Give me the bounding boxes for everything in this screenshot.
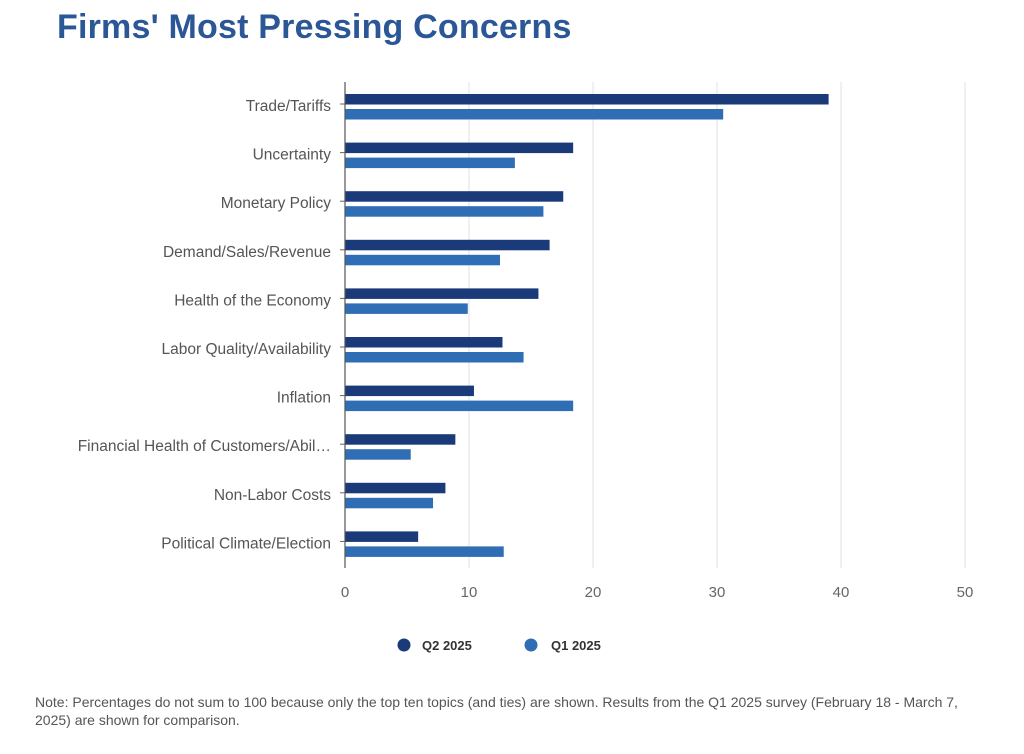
bar-q1-2025 xyxy=(345,206,544,217)
bar-q2-2025 xyxy=(345,94,829,105)
bar-q1-2025 xyxy=(345,303,468,314)
x-tick-label: 30 xyxy=(709,584,726,601)
footnote: Note: Percentages do not sum to 100 beca… xyxy=(35,694,958,728)
bar-q1-2025 xyxy=(345,352,524,363)
legend-marker xyxy=(524,638,538,652)
x-tick-label: 10 xyxy=(461,584,478,601)
bar-q2-2025 xyxy=(345,531,419,542)
category-label: Monetary Policy xyxy=(221,195,332,212)
category-label: Financial Health of Customers/Abil… xyxy=(78,438,331,455)
category-label: Demand/Sales/Revenue xyxy=(163,244,331,261)
bar-q2-2025 xyxy=(345,191,564,202)
category-label: Trade/Tariffs xyxy=(246,98,332,115)
bar-q1-2025 xyxy=(345,497,434,509)
bar-q1-2025 xyxy=(345,400,574,412)
x-tick-label: 40 xyxy=(833,584,850,601)
bar-q1-2025 xyxy=(345,449,411,460)
legend: Q2 2025 Q1 2025 xyxy=(397,638,601,653)
bar-q2-2025 xyxy=(345,288,539,299)
axes: 0 10 20 30 40 50 xyxy=(340,82,973,601)
x-tick-label: 0 xyxy=(341,584,349,601)
legend-label: Q1 2025 xyxy=(551,638,601,653)
category-label: Inflation xyxy=(277,390,331,407)
category-label: Labor Quality/Availability xyxy=(162,341,332,358)
bars xyxy=(345,94,829,557)
category-label: Uncertainty xyxy=(253,147,332,164)
bar-q2-2025 xyxy=(345,434,456,445)
bar-q2-2025 xyxy=(345,385,474,397)
x-tick-label: 20 xyxy=(585,584,602,601)
gridlines xyxy=(468,82,966,568)
bar-q1-2025 xyxy=(345,254,500,266)
bar-q1-2025 xyxy=(345,157,515,169)
legend-label: Q2 2025 xyxy=(422,638,472,653)
bar-q2-2025 xyxy=(345,482,446,494)
bar-q2-2025 xyxy=(345,239,550,251)
bar-chart: 0 10 20 30 40 50 Trade/Tariffs Uncertainty Mone… xyxy=(78,82,973,653)
bar-q1-2025 xyxy=(345,546,504,557)
category-labels: Trade/Tariffs Uncertainty Monetary Policy D… xyxy=(78,98,332,552)
x-tick-label: 50 xyxy=(957,584,974,601)
category-label: Health of the Economy xyxy=(174,292,331,309)
category-label: Non-Labor Costs xyxy=(214,487,331,504)
category-label: Political Climate/Election xyxy=(161,535,331,552)
bar-q2-2025 xyxy=(345,337,503,348)
bar-q2-2025 xyxy=(345,142,574,154)
chart-title: Firms' Most Pressing Concerns xyxy=(57,8,572,46)
bar-q1-2025 xyxy=(345,109,724,120)
legend-marker xyxy=(397,638,411,652)
